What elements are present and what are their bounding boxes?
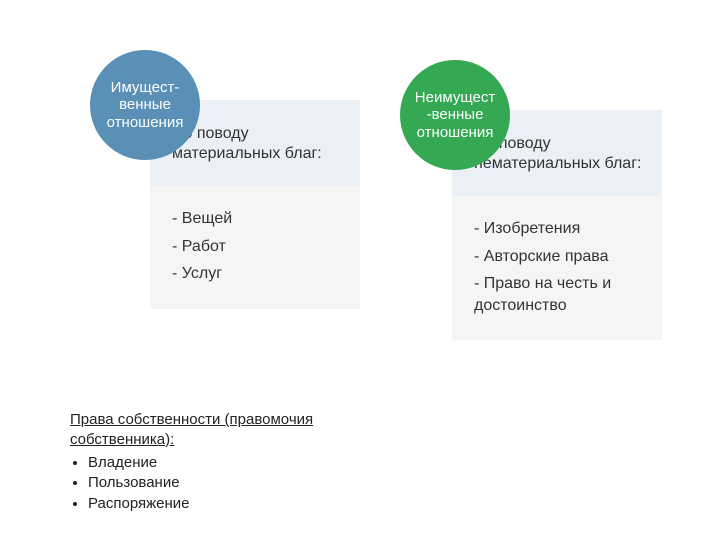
right-item: - Изобретения bbox=[474, 218, 648, 240]
left-item: - Вещей bbox=[172, 208, 346, 230]
footer-title: Права собственности (правомочия собствен… bbox=[70, 410, 410, 449]
left-item: - Услуг bbox=[172, 263, 346, 285]
right-badge-text: Неимущест -венные отношения bbox=[406, 89, 504, 141]
left-box-bottom: - Вещей - Работ - Услуг bbox=[150, 186, 360, 309]
footer-block: Права собственности (правомочия собствен… bbox=[70, 410, 410, 514]
slide-root: { "left": { "badge": { "line1": "Имущест… bbox=[0, 0, 720, 540]
left-badge: Имущест-венные отношения bbox=[90, 50, 200, 160]
left-item: - Работ bbox=[172, 236, 346, 258]
footer-item: Пользование bbox=[88, 473, 410, 493]
footer-list: Владение Пользование Распоряжение bbox=[70, 453, 410, 514]
left-badge-text: Имущест-венные отношения bbox=[96, 79, 194, 131]
left-badge-line1: Имущест-венные bbox=[96, 79, 194, 114]
footer-item: Владение bbox=[88, 453, 410, 473]
right-badge-line1: Неимущест bbox=[406, 89, 504, 106]
footer-item: Распоряжение bbox=[88, 494, 410, 514]
right-badge: Неимущест -венные отношения bbox=[400, 60, 510, 170]
right-item: - Право на честь и достоинство bbox=[474, 273, 648, 316]
right-item: - Авторские права bbox=[474, 246, 648, 268]
left-heading: По поводу материальных благ: bbox=[172, 124, 346, 164]
right-badge-line2: -венные отношения bbox=[406, 106, 504, 141]
right-box-bottom: - Изобретения - Авторские права - Право … bbox=[452, 196, 662, 340]
left-badge-line2: отношения bbox=[96, 114, 194, 131]
